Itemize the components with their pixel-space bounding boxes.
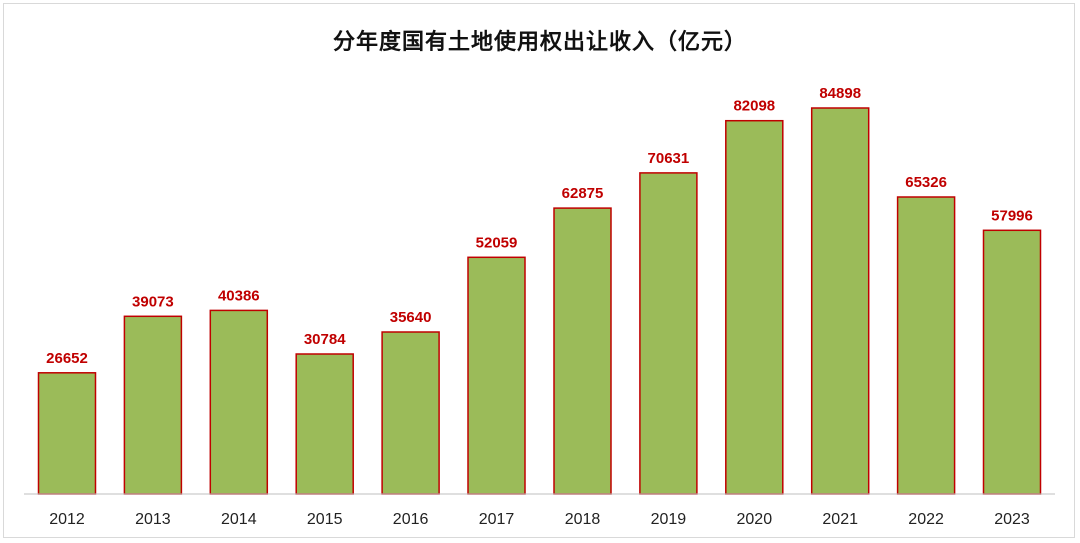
bar-2019 (639, 172, 698, 495)
bar-2018 (553, 207, 612, 495)
x-tick-label-2023: 2023 (994, 511, 1030, 528)
value-labels-layer: 26652 39073 40386 30784 35640 52059 62875 70631… (46, 85, 1033, 367)
value-label-2018: 62875 (562, 185, 604, 202)
bar-2016 (381, 331, 440, 495)
bar-2012 (37, 372, 97, 495)
bars-layer (37, 107, 1042, 495)
x-tick-label-2019: 2019 (651, 511, 687, 528)
bar-2022 (896, 196, 956, 495)
bar-2013 (123, 315, 183, 495)
bar-2017 (467, 256, 526, 495)
value-label-2021: 84898 (819, 85, 861, 102)
value-label-2020: 82098 (733, 98, 775, 115)
bar-2023 (982, 229, 1042, 495)
value-label-2023: 57996 (991, 207, 1033, 224)
chart-title: 分年度国有土地使用权出让收入（亿元） (332, 30, 747, 55)
x-tick-label-2022: 2022 (908, 511, 944, 528)
x-tick-label-2017: 2017 (479, 511, 515, 528)
x-tick-label-2013: 2013 (135, 511, 171, 528)
value-label-2022: 65326 (905, 174, 947, 191)
value-label-2014: 40386 (218, 287, 260, 304)
value-label-2015: 30784 (304, 331, 346, 348)
bar-2015 (295, 353, 354, 495)
bar-2020 (725, 119, 784, 495)
x-tick-label-2020: 2020 (737, 511, 773, 528)
value-label-2019: 70631 (648, 150, 690, 167)
x-tick-label-2016: 2016 (393, 511, 429, 528)
x-tick-labels-layer: 2012 2013 2014 2015 2016 2017 2018 2019 2020 2021… (49, 511, 1030, 528)
value-label-2013: 39073 (132, 293, 174, 310)
value-label-2012: 26652 (46, 350, 88, 367)
bar-2014 (209, 309, 269, 495)
value-label-2016: 35640 (390, 309, 432, 326)
x-tick-label-2021: 2021 (822, 511, 858, 528)
x-tick-label-2018: 2018 (565, 511, 601, 528)
x-tick-label-2014: 2014 (221, 511, 257, 528)
value-label-2017: 52059 (476, 234, 518, 251)
bar-2021 (810, 107, 870, 495)
x-tick-label-2015: 2015 (307, 511, 343, 528)
x-tick-label-2012: 2012 (49, 511, 85, 528)
